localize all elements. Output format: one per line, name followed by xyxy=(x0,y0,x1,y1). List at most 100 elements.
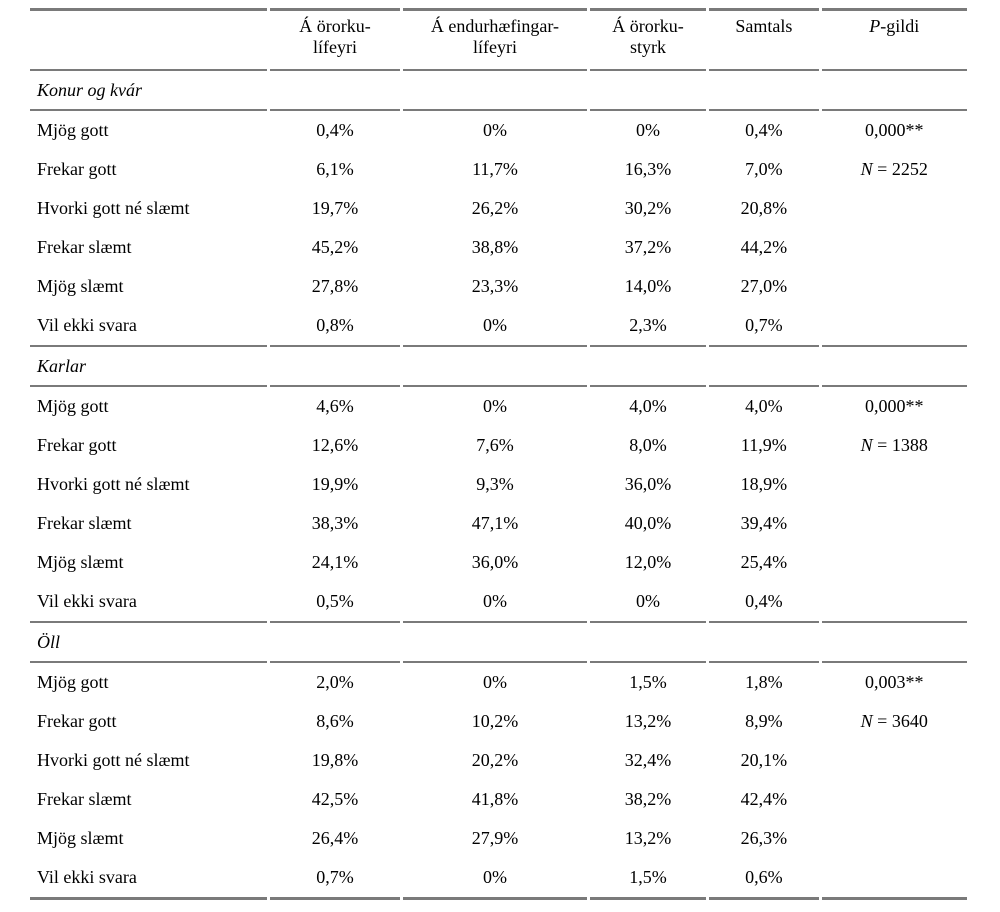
row-label: Hvorki gott né slæmt xyxy=(37,474,190,495)
group-spacer-cell xyxy=(269,345,401,387)
cell-c4: 27,0% xyxy=(740,276,788,297)
cell-c4: 8,9% xyxy=(745,711,783,732)
table-row: Mjög gott 4,6% 0% 4,0% 4,0% 0,000** xyxy=(30,387,967,426)
cell-c2: 7,6% xyxy=(476,435,514,456)
survey-results-table: Á örorku- lífeyri Á endurhæfingar- lífey… xyxy=(27,8,970,900)
group-spacer-cell xyxy=(269,71,401,111)
table-row: Hvorki gott né slæmt 19,7% 26,2% 30,2% 2… xyxy=(30,189,967,228)
cell-c2: 38,8% xyxy=(471,237,519,258)
header-row: Á örorku- lífeyri Á endurhæfingar- lífey… xyxy=(30,8,967,71)
group-spacer-cell xyxy=(709,71,819,111)
row-label: Vil ekki svara xyxy=(30,858,267,900)
cell-c2: 0% xyxy=(482,396,507,417)
cell-c1: 19,8% xyxy=(311,750,359,771)
cell-n-count: N = 2252 xyxy=(822,150,968,189)
row-label: Frekar slæmt xyxy=(37,789,132,810)
cell-c4: 0,4% xyxy=(745,120,783,141)
row-label: Frekar slæmt xyxy=(37,513,132,534)
table-row: Hvorki gott né slæmt 19,8% 20,2% 32,4% 2… xyxy=(30,741,967,780)
cell-c1: 42,5% xyxy=(311,789,359,810)
cell-c2: 36,0% xyxy=(471,552,519,573)
group-title: Konur og kvár xyxy=(30,71,267,111)
cell-c3: 38,2% xyxy=(624,789,672,810)
row-label: Mjög slæmt xyxy=(37,828,124,849)
cell-c5-empty xyxy=(822,228,968,267)
table-row: Hvorki gott né slæmt 19,9% 9,3% 36,0% 18… xyxy=(30,465,967,504)
n-value: = 1388 xyxy=(872,435,928,456)
header-endurhaefingarlifeyri-line2: lífeyri xyxy=(472,36,517,57)
row-label: Vil ekki svara xyxy=(37,591,137,612)
row-label: Mjög gott xyxy=(37,120,109,141)
cell-c3: 1,5% xyxy=(629,672,667,693)
row-label: Vil ekki svara xyxy=(37,315,137,336)
header-ororkustyrkur-line2: styrk xyxy=(629,36,666,57)
cell-c1: 0,5% xyxy=(316,591,354,612)
cell-c1: 2,0% xyxy=(316,672,354,693)
header-ororkulifeyri-line2: lífeyri xyxy=(312,36,357,57)
header-corner-cell xyxy=(30,8,267,71)
cell-c1: 0,4% xyxy=(316,120,354,141)
header-samtals: Samtals xyxy=(709,8,819,71)
cell-c3: 1,5% xyxy=(589,858,707,900)
cell-c1: 0,7% xyxy=(269,858,401,900)
group-spacer-cell xyxy=(821,345,967,387)
row-label: Mjög gott xyxy=(37,672,109,693)
row-label: Frekar gott xyxy=(37,711,117,732)
group-title: Öll xyxy=(30,621,267,663)
n-value: = 2252 xyxy=(872,159,928,180)
cell-c2: 0% xyxy=(482,120,507,141)
header-ororkustyrkur: Á örorku- styrk xyxy=(589,8,707,71)
cell-c2: 20,2% xyxy=(471,750,519,771)
cell-c2: 41,8% xyxy=(471,789,519,810)
n-symbol: N xyxy=(860,435,873,456)
header-pgildi: P-gildi xyxy=(821,8,967,71)
n-symbol: N xyxy=(860,711,873,732)
cell-c3: 36,0% xyxy=(624,474,672,495)
n-symbol: N xyxy=(860,159,873,180)
cell-c1: 24,1% xyxy=(311,552,359,573)
cell-c4: 39,4% xyxy=(740,513,788,534)
cell-c3: 8,0% xyxy=(629,435,667,456)
cell-c2: 0% xyxy=(482,315,507,336)
group-spacer-cell xyxy=(403,345,587,387)
cell-c4: 7,0% xyxy=(745,159,783,180)
header-endurhaefingarlifeyri-line1: Á endurhæfingar- xyxy=(430,16,560,36)
group-spacer-cell xyxy=(709,345,819,387)
table-row: Mjög slæmt 27,8% 23,3% 14,0% 27,0% xyxy=(30,267,967,306)
table-row: Vil ekki svara 0,8% 0% 2,3% 0,7% xyxy=(30,306,967,345)
group-row-oll: Öll xyxy=(30,621,967,663)
cell-p-value: 0,000** xyxy=(865,120,924,141)
cell-c2: 0% xyxy=(482,591,507,612)
cell-c3: 30,2% xyxy=(624,198,672,219)
table-row: Vil ekki svara 0,5% 0% 0% 0,4% xyxy=(30,582,967,621)
cell-n-count: N = 1388 xyxy=(822,426,968,465)
group-spacer-cell xyxy=(589,345,707,387)
cell-c3: 4,0% xyxy=(629,396,667,417)
cell-c5-empty xyxy=(822,306,968,345)
table-row: Frekar slæmt 38,3% 47,1% 40,0% 39,4% xyxy=(30,504,967,543)
cell-c4: 18,9% xyxy=(740,474,788,495)
cell-c2: 47,1% xyxy=(471,513,519,534)
cell-c4: 11,9% xyxy=(740,435,787,456)
table-row: Mjög slæmt 24,1% 36,0% 12,0% 25,4% xyxy=(30,543,967,582)
row-label: Mjög slæmt xyxy=(37,552,124,573)
cell-c4: 20,8% xyxy=(740,198,788,219)
cell-c1: 6,1% xyxy=(316,159,354,180)
row-label: Frekar slæmt xyxy=(37,237,132,258)
cell-c5-empty xyxy=(822,741,968,780)
row-label: Hvorki gott né slæmt xyxy=(37,198,190,219)
cell-c1: 4,6% xyxy=(316,396,354,417)
group-spacer-cell xyxy=(403,621,587,663)
cell-c5-empty xyxy=(821,858,967,900)
cell-c1: 38,3% xyxy=(311,513,359,534)
table-row: Frekar gott 12,6% 7,6% 8,0% 11,9% N = 13… xyxy=(30,426,967,465)
cell-c1: 19,9% xyxy=(311,474,359,495)
group-spacer-cell xyxy=(821,71,967,111)
table-row: Mjög gott 0,4% 0% 0% 0,4% 0,000** xyxy=(30,111,967,150)
cell-c5-empty xyxy=(822,504,968,543)
cell-n-count: N = 3640 xyxy=(822,702,968,741)
cell-c5-empty xyxy=(822,465,968,504)
cell-c3: 13,2% xyxy=(624,828,672,849)
cell-c4: 25,4% xyxy=(740,552,788,573)
cell-c1: 8,6% xyxy=(316,711,354,732)
